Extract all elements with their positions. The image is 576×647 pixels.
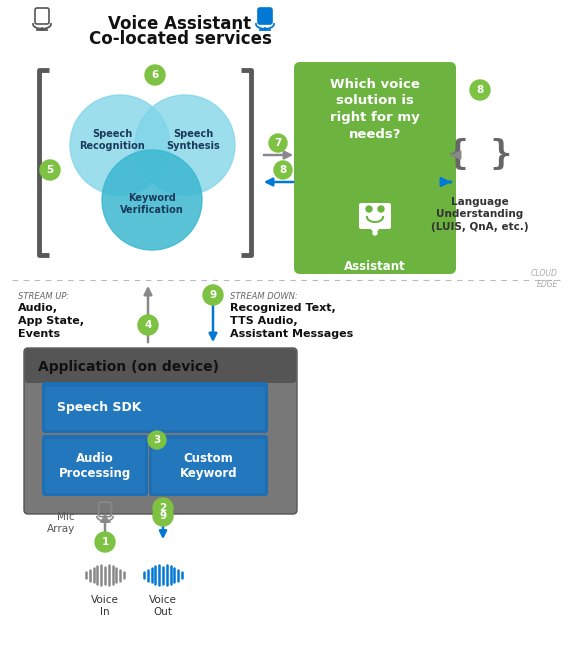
Text: { }: { } [448,138,513,172]
FancyBboxPatch shape [45,439,145,493]
Circle shape [70,95,170,195]
Text: Co-located services: Co-located services [89,30,271,48]
Text: EDGE: EDGE [536,280,558,289]
Text: Mic
Array: Mic Array [47,512,75,534]
Circle shape [153,498,173,518]
Text: 1: 1 [101,537,109,547]
FancyBboxPatch shape [45,387,265,430]
FancyBboxPatch shape [42,382,268,433]
Text: 2: 2 [160,503,166,513]
Text: Speech
Recognition: Speech Recognition [79,129,145,151]
Text: 5: 5 [47,165,54,175]
Text: 9: 9 [160,511,166,521]
Text: STREAM UP:: STREAM UP: [18,292,69,301]
Text: Application (on device): Application (on device) [38,360,219,374]
Text: Voice
In: Voice In [91,595,119,617]
FancyBboxPatch shape [42,435,148,496]
Circle shape [40,160,60,180]
Circle shape [153,506,173,526]
Text: Speech
Synthesis: Speech Synthesis [166,129,220,151]
Circle shape [102,150,202,250]
Circle shape [148,431,166,449]
FancyBboxPatch shape [359,203,391,229]
Circle shape [203,285,223,305]
Polygon shape [370,227,380,233]
FancyBboxPatch shape [25,349,296,383]
FancyBboxPatch shape [152,439,265,493]
FancyBboxPatch shape [258,8,272,24]
Text: 7: 7 [274,138,282,148]
Circle shape [95,532,115,552]
Text: Voice Assistant: Voice Assistant [108,15,252,33]
Circle shape [138,315,158,335]
Circle shape [470,80,490,100]
FancyBboxPatch shape [149,435,268,496]
Text: CLOUD: CLOUD [531,269,558,278]
Text: Voice
Out: Voice Out [149,595,177,617]
Text: 6: 6 [151,70,158,80]
Text: Which voice
solution is
right for my
needs?: Which voice solution is right for my nee… [330,78,420,140]
Text: Audio,
App State,
Events: Audio, App State, Events [18,303,84,340]
Text: 9: 9 [210,290,217,300]
Circle shape [373,231,377,235]
Text: Speech SDK: Speech SDK [57,401,141,414]
Text: Custom
Keyword: Custom Keyword [180,452,237,479]
Text: Keyword
Verification: Keyword Verification [120,193,184,215]
Text: Recognized Text,
TTS Audio,
Assistant Messages: Recognized Text, TTS Audio, Assistant Me… [230,303,353,340]
Circle shape [135,95,235,195]
Text: 4: 4 [145,320,151,330]
Text: 8: 8 [279,165,287,175]
Circle shape [378,206,384,212]
Circle shape [366,206,372,212]
FancyBboxPatch shape [294,62,456,274]
Text: Assistant: Assistant [344,260,406,273]
Text: STREAM DOWN:: STREAM DOWN: [230,292,298,301]
Text: Language
Understanding
(LUIS, QnA, etc.): Language Understanding (LUIS, QnA, etc.) [431,197,529,232]
Text: 8: 8 [476,85,484,95]
Circle shape [145,65,165,85]
Text: Audio
Processing: Audio Processing [59,452,131,479]
FancyBboxPatch shape [24,348,297,514]
Circle shape [274,161,292,179]
Text: 3: 3 [153,435,161,445]
Circle shape [269,134,287,152]
